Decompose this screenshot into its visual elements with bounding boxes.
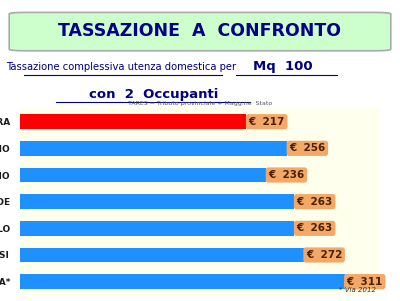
Bar [20,194,294,209]
Text: €  217: € 217 [248,117,285,127]
Bar [20,248,304,262]
Bar [20,274,344,289]
Text: €  272: € 272 [306,250,342,260]
Bar [20,168,266,182]
Bar [20,221,294,236]
Text: Mq  100: Mq 100 [253,61,313,73]
Text: €  311: € 311 [347,277,383,287]
Text: €  256: € 256 [289,143,326,153]
FancyBboxPatch shape [9,12,391,51]
Text: TARES = Tributo provinciale + Magg.ne  Stato: TARES = Tributo provinciale + Magg.ne St… [128,101,272,107]
Text: TASSAZIONE  A  CONFRONTO: TASSAZIONE A CONFRONTO [58,22,342,40]
Text: €  236: € 236 [268,170,304,180]
Text: con  2  Occupanti: con 2 Occupanti [88,88,218,101]
Text: * Via 2012: * Via 2012 [339,287,376,293]
Text: €  263: € 263 [296,197,333,207]
Text: €  263: € 263 [296,223,333,233]
Text: Tassazione complessiva utenza domestica per: Tassazione complessiva utenza domestica … [6,62,236,72]
Bar [20,114,246,129]
Bar [20,141,287,156]
